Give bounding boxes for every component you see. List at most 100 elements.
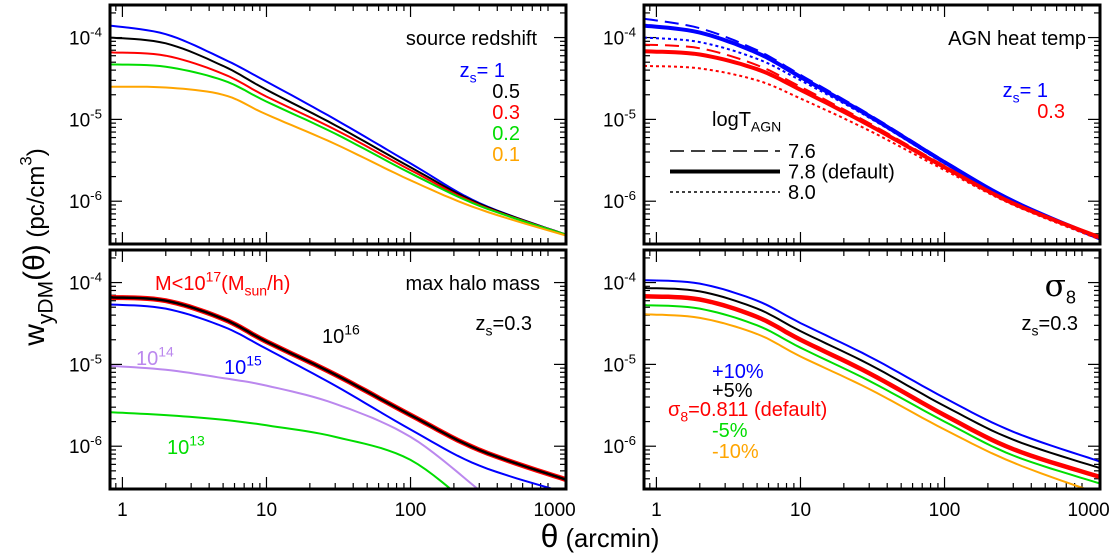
annotation-m17-part: (M xyxy=(221,273,244,295)
annotation-zs1: zs= 1 xyxy=(460,60,505,86)
annotation-z03: 0.3 xyxy=(492,102,520,124)
y-tick-label: 10-6 xyxy=(69,188,102,213)
y-tick-label: 10-4 xyxy=(603,270,636,295)
annotation-m17-part: 17 xyxy=(206,269,222,285)
x-tick-label: 10 xyxy=(256,500,277,521)
series-line-1 xyxy=(644,279,1100,463)
annotation-z01: 0.1 xyxy=(492,144,520,166)
y-tick-label-part: 10 xyxy=(603,355,624,376)
y-tick-label: 10-5 xyxy=(603,106,636,131)
y-tick-label-part: -4 xyxy=(624,25,636,40)
y-tick-label-part: -4 xyxy=(624,270,636,285)
panel-frame xyxy=(108,248,568,491)
series-group xyxy=(110,24,566,237)
series-line-2 xyxy=(110,36,566,236)
y-tick-label-part: -4 xyxy=(90,270,102,285)
annotation-def-part: 8 xyxy=(680,409,688,425)
x-axis-label-part: (arcmin) xyxy=(558,525,659,553)
y-tick-label-part: 10 xyxy=(603,110,624,131)
series-line-1 xyxy=(110,24,566,236)
annotation-z05-part: 0.5 xyxy=(492,81,520,103)
annotation-z03-part: 0.3 xyxy=(492,102,520,124)
series-line-4 xyxy=(110,63,566,236)
y-tick-label-part: -4 xyxy=(90,25,102,40)
annotation-zs1-part: s xyxy=(470,70,477,86)
annotation-m13-part: 13 xyxy=(189,433,205,449)
y-tick-label-part: -6 xyxy=(90,188,102,203)
annotation-m17: M<1017(Msun/h) xyxy=(155,269,290,299)
panel-title: σ8 xyxy=(1045,268,1076,307)
annotation-m16: 1016 xyxy=(322,322,360,348)
y-tick-label: 10-5 xyxy=(69,351,102,376)
y-tick-label-part: 10 xyxy=(603,274,624,295)
y-tick-label-part: -5 xyxy=(90,351,102,366)
x-tick-label: 100 xyxy=(395,500,427,521)
y-tick-label-part: -5 xyxy=(624,351,636,366)
series-line-5 xyxy=(110,85,566,237)
series-line-2 xyxy=(644,286,1100,470)
annotation-m5-part: -5% xyxy=(712,420,748,442)
x-tick-label: 1 xyxy=(651,500,662,521)
annotation-zs1-part: s xyxy=(1013,90,1020,106)
y-tick-label-part: 10 xyxy=(69,355,90,376)
x-tick-label: 1000 xyxy=(1067,500,1109,521)
annotation-m14-part: 14 xyxy=(158,344,174,360)
annotation-m5: -5% xyxy=(712,420,748,442)
y-axis-label-part: yDM xyxy=(34,281,57,324)
series-line-4 xyxy=(644,43,1100,240)
legend-label: 8.0 xyxy=(788,182,816,204)
y-tick-label-part: 10 xyxy=(69,29,90,50)
series-line-5 xyxy=(110,411,453,489)
annotation-zs: zs=0.3 xyxy=(476,313,532,339)
y-axis-label-part: 3 xyxy=(16,156,35,165)
annotation-z05: 0.5 xyxy=(492,81,520,103)
y-tick-label-part: 10 xyxy=(603,437,624,458)
annotation-m16-part: 10 xyxy=(322,326,344,348)
annotation-zs-part: s xyxy=(486,323,493,339)
annotation-legtitle-part: AGN xyxy=(751,119,781,135)
panel-title-part: max halo mass xyxy=(406,273,541,295)
annotation-zs1-part: = 1 xyxy=(477,60,505,82)
series-line-3 xyxy=(110,51,566,236)
panel-title: source redshift xyxy=(406,28,538,50)
annotation-def-part: =0.811 (default) xyxy=(688,399,827,421)
series-line-2 xyxy=(644,23,1100,241)
annotation-m15: 1015 xyxy=(224,353,262,379)
annotation-m10-part: -10% xyxy=(712,441,759,463)
series-group xyxy=(644,17,1100,241)
panel-4: 10-410-510-61 10 100 1000σ8zs=0.3+10%+5%σ8=… xyxy=(603,248,1110,521)
x-axis-label-part: θ xyxy=(541,518,559,554)
panel-title-part: AGN heat temp xyxy=(948,28,1086,50)
panel-frame xyxy=(642,248,1102,491)
annotation-z03-part: 0.3 xyxy=(1037,101,1065,123)
annotation-m17-part: sun xyxy=(245,283,268,299)
series-line-4 xyxy=(110,364,480,489)
y-tick-label: 10-4 xyxy=(69,25,102,50)
annotation-m17-part: M<10 xyxy=(155,273,206,295)
y-tick-label-part: -5 xyxy=(624,106,636,121)
y-tick-label: 10-4 xyxy=(69,270,102,295)
annotation-zs1: zs= 1 xyxy=(1003,80,1048,106)
series-group xyxy=(644,279,1100,489)
panel-title: max halo mass xyxy=(406,273,541,295)
annotation-z01-part: 0.1 xyxy=(492,144,520,166)
series-line-3 xyxy=(644,36,1100,241)
y-axis-label-part: ) xyxy=(23,148,50,156)
y-tick-label: 10-6 xyxy=(69,433,102,458)
y-tick-label-part: 10 xyxy=(603,192,624,213)
annotation-p10: +10% xyxy=(712,361,764,383)
annotation-legtitle: logTAGN xyxy=(712,109,781,135)
series-line-6 xyxy=(644,64,1100,241)
annotation-zs1-part: z xyxy=(1003,80,1013,102)
annotation-p5: +5% xyxy=(712,380,753,402)
annotation-legtitle-part: logT xyxy=(712,109,751,131)
annotation-zs: zs=0.3 xyxy=(1022,313,1078,339)
x-tick-label: 10 xyxy=(790,500,811,521)
annotation-m16-part: 16 xyxy=(344,322,360,338)
annotation-def-part: σ xyxy=(668,399,681,421)
series-line-3 xyxy=(644,294,1100,480)
